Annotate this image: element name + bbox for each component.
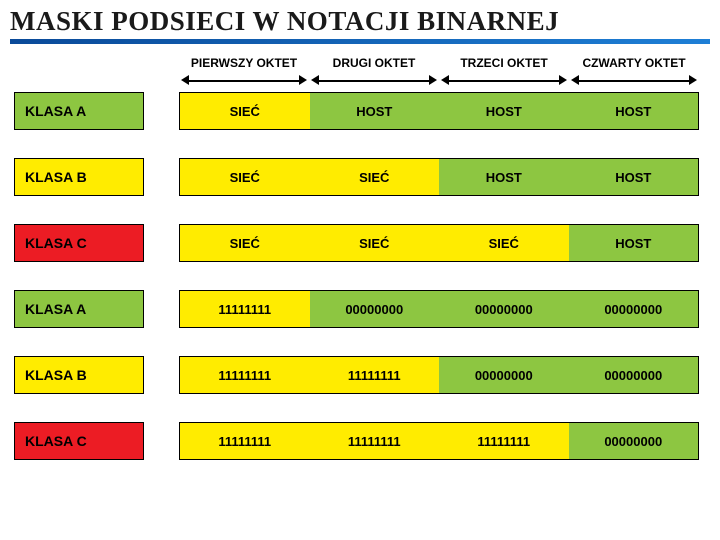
octet-segment: SIEĆ <box>310 159 440 195</box>
octet-segment: HOST <box>569 93 699 129</box>
octet-segment: HOST <box>569 225 699 261</box>
octet-segment: 00000000 <box>439 357 569 393</box>
octet-segment: 11111111 <box>180 357 310 393</box>
octet-segment: 11111111 <box>439 423 569 459</box>
octet-bar: 11111111111111111111111100000000 <box>179 422 699 460</box>
octet-segment: 00000000 <box>569 423 699 459</box>
header-octet-1: PIERWSZY OKTET <box>179 56 309 70</box>
octet-headers: PIERWSZY OKTET DRUGI OKTET TRZECI OKTET … <box>179 56 706 70</box>
octet-arrows <box>179 76 706 86</box>
header-octet-3: TRZECI OKTET <box>439 56 569 70</box>
table-row: KLASA CSIEĆSIEĆSIEĆHOST <box>14 224 706 262</box>
octet-bar: 11111111000000000000000000000000 <box>179 290 699 328</box>
octet-segment: 00000000 <box>569 357 699 393</box>
header-octet-4: CZWARTY OKTET <box>569 56 699 70</box>
arrow-icon <box>569 76 699 86</box>
class-label-box: KLASA B <box>14 158 144 196</box>
octet-segment: SIEĆ <box>439 225 569 261</box>
class-label-box: KLASA C <box>14 422 144 460</box>
octet-segment: 00000000 <box>439 291 569 327</box>
rows-container: KLASA ASIEĆHOSTHOSTHOSTKLASA BSIEĆSIEĆHO… <box>14 92 706 460</box>
diagram-content: PIERWSZY OKTET DRUGI OKTET TRZECI OKTET … <box>0 46 720 460</box>
octet-segment: SIEĆ <box>310 225 440 261</box>
octet-segment: 00000000 <box>310 291 440 327</box>
octet-segment: HOST <box>569 159 699 195</box>
octet-bar: 11111111111111110000000000000000 <box>179 356 699 394</box>
octet-bar: SIEĆSIEĆHOSTHOST <box>179 158 699 196</box>
octet-segment: HOST <box>310 93 440 129</box>
table-row: KLASA C11111111111111111111111100000000 <box>14 422 706 460</box>
class-label-box: KLASA C <box>14 224 144 262</box>
octet-segment: 11111111 <box>180 423 310 459</box>
octet-segment: 11111111 <box>180 291 310 327</box>
arrow-icon <box>309 76 439 86</box>
octet-segment: 00000000 <box>569 291 699 327</box>
header-octet-2: DRUGI OKTET <box>309 56 439 70</box>
octet-segment: HOST <box>439 93 569 129</box>
octet-segment: SIEĆ <box>180 93 310 129</box>
octet-segment: SIEĆ <box>180 159 310 195</box>
octet-segment: SIEĆ <box>180 225 310 261</box>
table-row: KLASA B11111111111111110000000000000000 <box>14 356 706 394</box>
class-label-box: KLASA B <box>14 356 144 394</box>
octet-segment: 11111111 <box>310 357 440 393</box>
arrow-icon <box>439 76 569 86</box>
table-row: KLASA ASIEĆHOSTHOSTHOST <box>14 92 706 130</box>
title-underline <box>10 39 710 44</box>
octet-bar: SIEĆHOSTHOSTHOST <box>179 92 699 130</box>
arrow-icon <box>179 76 309 86</box>
page-title: MASKI PODSIECI W NOTACJI BINARNEJ <box>10 6 710 37</box>
class-label-box: KLASA A <box>14 290 144 328</box>
octet-segment: 11111111 <box>310 423 440 459</box>
octet-segment: HOST <box>439 159 569 195</box>
class-label-box: KLASA A <box>14 92 144 130</box>
table-row: KLASA BSIEĆSIEĆHOSTHOST <box>14 158 706 196</box>
table-row: KLASA A11111111000000000000000000000000 <box>14 290 706 328</box>
octet-bar: SIEĆSIEĆSIEĆHOST <box>179 224 699 262</box>
title-bar: MASKI PODSIECI W NOTACJI BINARNEJ <box>0 0 720 46</box>
